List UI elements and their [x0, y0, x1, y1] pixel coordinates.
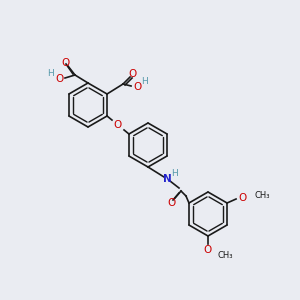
Text: O: O: [238, 193, 246, 203]
Text: H: H: [48, 68, 54, 77]
Text: CH₃: CH₃: [218, 251, 233, 260]
Text: N: N: [163, 174, 171, 184]
Text: O: O: [55, 74, 63, 84]
Text: O: O: [128, 69, 136, 79]
Text: O: O: [61, 58, 69, 68]
Text: CH₃: CH₃: [254, 191, 270, 200]
Text: O: O: [114, 120, 122, 130]
Text: O: O: [167, 198, 175, 208]
Text: O: O: [133, 82, 141, 92]
Text: H: H: [172, 169, 178, 178]
Text: O: O: [204, 245, 212, 255]
Text: H: H: [141, 77, 147, 86]
